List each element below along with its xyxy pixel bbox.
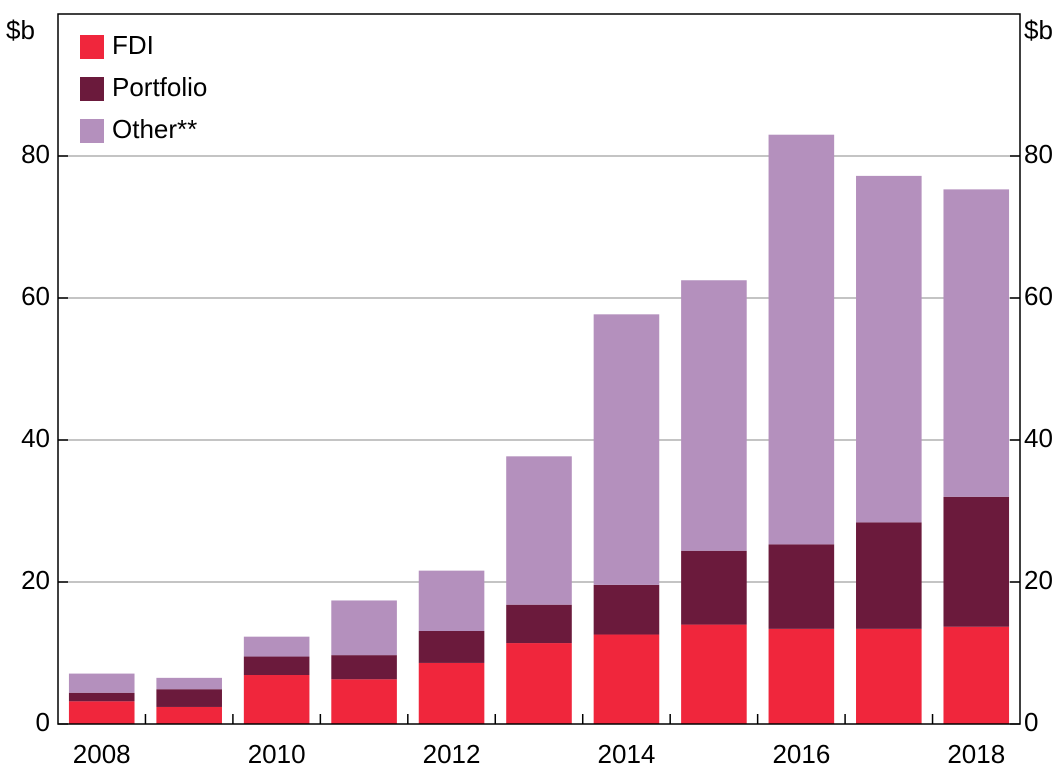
- bar-segment: [331, 655, 397, 680]
- y-axis-label: $b: [6, 15, 35, 45]
- bar-segment: [506, 604, 572, 644]
- y2-tick-label: 80: [1024, 139, 1053, 169]
- bar-segment: [856, 628, 922, 724]
- bar-segment: [68, 673, 135, 693]
- bar-segment: [331, 679, 397, 724]
- bar-segment: [856, 175, 922, 523]
- bar-segment: [681, 550, 747, 625]
- y-tick-label: 80: [21, 139, 50, 169]
- bar-segment: [68, 692, 135, 702]
- bar-segment: [506, 456, 572, 605]
- bar-segment: [331, 600, 397, 656]
- legend-label: Portfolio: [112, 72, 207, 102]
- x-tick-label: 2018: [947, 739, 1005, 769]
- y-tick-label: 60: [21, 281, 50, 311]
- y-tick-label: 0: [36, 707, 50, 737]
- bar-segment: [768, 544, 835, 629]
- bar-segment: [681, 280, 747, 551]
- bar-segment: [506, 643, 572, 724]
- bar-segment: [768, 134, 835, 545]
- bar-segment: [156, 706, 222, 724]
- bar-segment: [943, 626, 1010, 724]
- bar-segment: [768, 628, 835, 724]
- bar-segment: [68, 701, 135, 724]
- bar-segment: [243, 636, 310, 657]
- bar-segment: [593, 314, 660, 585]
- x-tick-label: 2008: [73, 739, 131, 769]
- y2-axis-label: $b: [1024, 15, 1053, 45]
- y-tick-label: 20: [21, 565, 50, 595]
- bar-segment: [681, 624, 747, 724]
- y2-tick-label: 60: [1024, 281, 1053, 311]
- y-tick-label: 40: [21, 423, 50, 453]
- bar-segment: [243, 675, 310, 724]
- bar-segment: [418, 662, 485, 724]
- legend-swatch: [80, 119, 104, 143]
- legend-swatch: [80, 35, 104, 59]
- bar-segment: [156, 677, 222, 690]
- y2-tick-label: 20: [1024, 565, 1053, 595]
- bar-segment: [943, 496, 1010, 627]
- x-tick-label: 2010: [248, 739, 306, 769]
- bar-segment: [243, 656, 310, 676]
- y2-tick-label: 0: [1024, 707, 1038, 737]
- x-tick-label: 2016: [772, 739, 830, 769]
- legend-label: Other**: [112, 114, 197, 144]
- x-tick-label: 2014: [598, 739, 656, 769]
- plot-frame: [57, 13, 1021, 725]
- bar-segment: [418, 570, 485, 631]
- bar-segment: [593, 634, 660, 724]
- x-tick-label: 2012: [423, 739, 481, 769]
- bar-segment: [856, 522, 922, 629]
- legend-swatch: [80, 77, 104, 101]
- bar-segment: [418, 630, 485, 663]
- legend-label: FDI: [112, 30, 154, 60]
- bar-segment: [943, 189, 1010, 497]
- y2-tick-label: 40: [1024, 423, 1053, 453]
- bar-segment: [156, 689, 222, 707]
- bar-segment: [593, 584, 660, 635]
